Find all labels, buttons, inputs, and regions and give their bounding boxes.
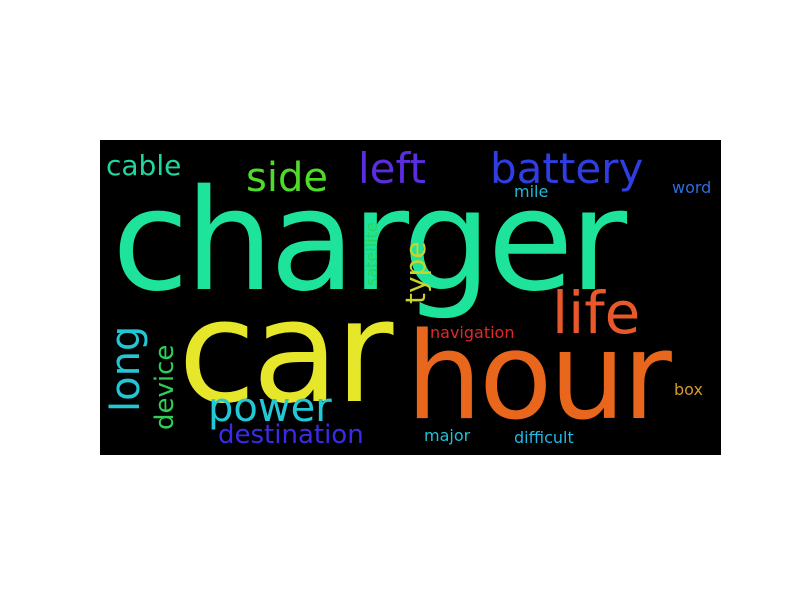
word-difficult: difficult xyxy=(514,428,574,447)
word-cable: cable xyxy=(106,149,182,182)
word-navigation: navigation xyxy=(430,323,515,342)
word-charger: charger xyxy=(112,160,627,323)
word-side: side xyxy=(246,155,328,201)
word-battery: battery xyxy=(490,144,644,193)
word-word: word xyxy=(672,178,712,197)
word-box: box xyxy=(674,380,703,399)
word-cloud: charger car hour life left battery side … xyxy=(100,140,721,455)
word-left: left xyxy=(358,144,427,193)
word-mile: mile xyxy=(514,182,549,201)
word-major: major xyxy=(424,426,471,445)
word-car: car xyxy=(178,270,393,435)
word-satellite: satellite xyxy=(362,222,381,286)
word-hour: hour xyxy=(406,308,672,447)
word-destination: destination xyxy=(218,420,364,450)
word-long: long xyxy=(103,325,149,412)
word-life: life xyxy=(552,279,641,347)
word-type: type xyxy=(399,241,432,304)
word-device: device xyxy=(150,344,180,430)
word-power: power xyxy=(208,385,332,431)
